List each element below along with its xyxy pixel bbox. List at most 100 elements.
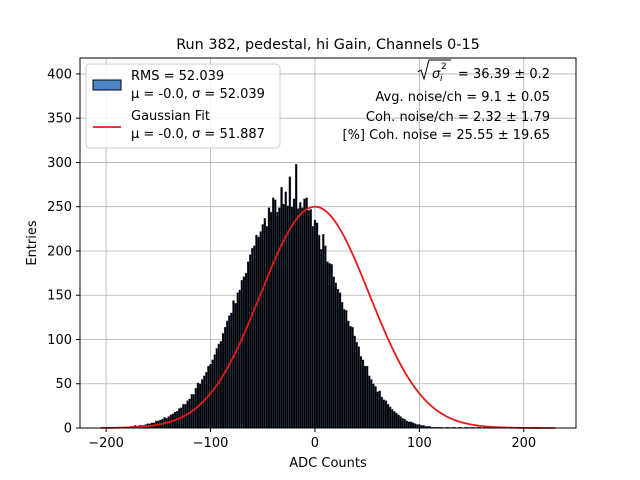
x-tick-label-1: −100 — [193, 436, 229, 451]
histogram-bar — [378, 390, 381, 429]
histogram-bar — [238, 289, 241, 429]
histogram-bar — [347, 320, 350, 429]
annotation-total-noise: σ i 2 = 36.39 ± 0.2 — [417, 59, 550, 84]
sigma-superscript: 2 — [441, 62, 447, 72]
histogram-bar — [361, 359, 365, 429]
histogram-bar — [393, 411, 396, 429]
histogram-bar — [259, 231, 262, 429]
histogram-bar — [209, 364, 212, 429]
histogram-bar — [292, 198, 296, 429]
annotation-total-noise-value: = 36.39 ± 0.2 — [458, 67, 550, 82]
histogram-bar — [414, 423, 417, 429]
histogram-bar — [395, 412, 398, 429]
histogram-bar — [365, 365, 369, 429]
histogram-bar — [272, 197, 275, 429]
x-axis-label: ADC Counts — [289, 456, 367, 471]
legend-box — [85, 63, 281, 149]
x-axis-ticks: −200 −100 0 100 200 — [88, 428, 536, 451]
histogram-bar — [267, 207, 271, 429]
y-tick-label-0: 0 — [64, 422, 72, 437]
gaussian-fit-curve — [100, 205, 556, 429]
y-axis-label: Entries — [25, 220, 40, 266]
annotation-coh-noise-percent: [%] Coh. noise = 25.55 ± 19.65 — [343, 128, 551, 143]
chart-title: Run 382, pedestal, hi Gain, Channels 0-1… — [176, 37, 480, 53]
histogram-bar — [253, 245, 256, 429]
histogram-bar — [376, 391, 379, 429]
histogram-bar — [317, 234, 321, 429]
histogram-bar — [328, 263, 331, 429]
histogram-bar — [370, 379, 373, 429]
histogram-bar — [290, 206, 294, 429]
histogram-bar — [234, 303, 237, 429]
legend: RMS = 52.039 μ = -0.0, σ = 52.039 Gaussi… — [85, 63, 281, 149]
x-tick-label-4: 200 — [511, 436, 536, 451]
histogram-bar — [326, 261, 329, 429]
histogram-bar — [368, 375, 371, 429]
histogram-bar — [276, 211, 279, 429]
histogram-bar — [345, 310, 348, 429]
histogram-bar — [407, 421, 411, 429]
histogram-bar — [380, 396, 383, 429]
annotation-avg-noise: Avg. noise/ch = 9.1 ± 0.05 — [375, 90, 550, 105]
x-tick-label-2: 0 — [311, 436, 319, 451]
histogram-bar — [382, 399, 386, 429]
legend-rms-stats: μ = -0.0, σ = 52.039 — [131, 87, 265, 102]
histogram-bar — [255, 234, 258, 429]
y-tick-label-3: 150 — [47, 289, 72, 304]
histogram-bar — [401, 418, 404, 429]
histogram-bar — [305, 197, 308, 429]
histogram-bar — [409, 421, 413, 429]
histogram-bar — [322, 234, 325, 429]
histogram-bar — [244, 272, 248, 429]
histogram-bar — [274, 199, 277, 429]
histogram-bar — [307, 210, 310, 429]
sqrt-symbol — [417, 59, 451, 81]
y-tick-label-7: 350 — [47, 112, 72, 127]
histogram-bar — [399, 416, 402, 429]
histogram-bar — [416, 424, 419, 429]
histogram-bar — [228, 315, 231, 429]
histogram-bar — [351, 326, 354, 429]
histogram-bar — [288, 176, 292, 429]
histogram-bar — [240, 280, 244, 429]
histogram-bar — [309, 209, 312, 429]
histogram-bar — [232, 300, 235, 429]
sigma-symbol: σ — [432, 67, 441, 82]
histogram-bar — [219, 341, 223, 429]
histogram-bar — [411, 422, 415, 429]
y-tick-label-2: 100 — [47, 333, 72, 348]
histogram-bar — [211, 359, 214, 429]
histogram-bar — [226, 320, 229, 429]
x-tick-label-3: 100 — [407, 436, 432, 451]
histogram-bar — [324, 245, 327, 429]
annotation-coh-noise: Coh. noise/ch = 2.32 ± 1.79 — [366, 110, 550, 125]
histogram-bar — [355, 342, 358, 429]
histogram-bar — [215, 348, 218, 429]
histogram-bar — [280, 187, 283, 429]
histogram-bar — [299, 202, 302, 429]
legend-fit-label: Gaussian Fit — [131, 109, 210, 124]
histogram-bar — [246, 261, 250, 429]
x-tick-label-0: −200 — [88, 436, 124, 451]
histogram-bar — [374, 386, 377, 429]
histogram-bar — [236, 292, 239, 429]
sigma-subscript: i — [440, 74, 443, 84]
histogram-bar — [315, 222, 319, 429]
histogram-bar — [286, 205, 289, 429]
histogram-bar — [403, 419, 406, 429]
histogram-bar — [284, 191, 287, 429]
histogram-bar — [213, 354, 216, 429]
histogram-bar — [251, 248, 254, 429]
y-tick-label-6: 300 — [47, 156, 72, 171]
histogram-bar — [349, 326, 352, 429]
y-tick-label-4: 200 — [47, 244, 72, 259]
histogram-bar — [269, 211, 273, 429]
histogram-bar — [336, 288, 340, 429]
histogram-bar — [313, 219, 317, 429]
histogram-bar — [278, 207, 281, 429]
histogram-bar — [405, 420, 409, 429]
y-tick-label-1: 50 — [55, 377, 72, 392]
histogram-bar — [311, 226, 315, 429]
histogram-bar — [340, 302, 344, 429]
